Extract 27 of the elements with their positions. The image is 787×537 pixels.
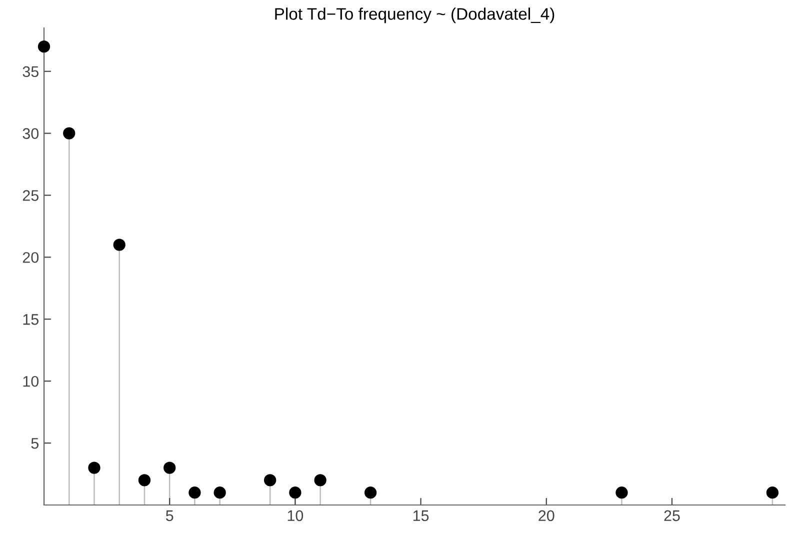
point <box>188 486 201 499</box>
y-tick-label: 25 <box>22 190 38 201</box>
point <box>164 462 176 474</box>
x-tick-label: 25 <box>664 510 680 522</box>
y-tick-label: 30 <box>22 128 39 139</box>
point <box>364 486 377 499</box>
x-tick-label: 10 <box>288 510 304 522</box>
x-tick-label: 5 <box>166 510 174 522</box>
point <box>264 474 276 486</box>
y-tick-label: 20 <box>22 252 39 263</box>
chart-title: Plot Td−To frequency ~ (Dodavatel_4) <box>275 8 554 24</box>
y-tick-label: 5 <box>31 438 38 449</box>
point <box>113 238 126 251</box>
point <box>138 474 151 486</box>
point <box>616 486 628 499</box>
y-tick-label: 10 <box>23 376 39 387</box>
point <box>63 127 76 140</box>
y-tick-label: 35 <box>22 66 38 78</box>
point <box>88 462 100 474</box>
x-tick-label: 15 <box>413 510 429 522</box>
point <box>38 40 50 53</box>
x-tick-label: 20 <box>538 510 554 522</box>
y-tick-label: 15 <box>23 314 38 325</box>
point <box>314 474 326 486</box>
point <box>289 486 302 499</box>
point <box>766 486 779 499</box>
point <box>214 486 226 499</box>
